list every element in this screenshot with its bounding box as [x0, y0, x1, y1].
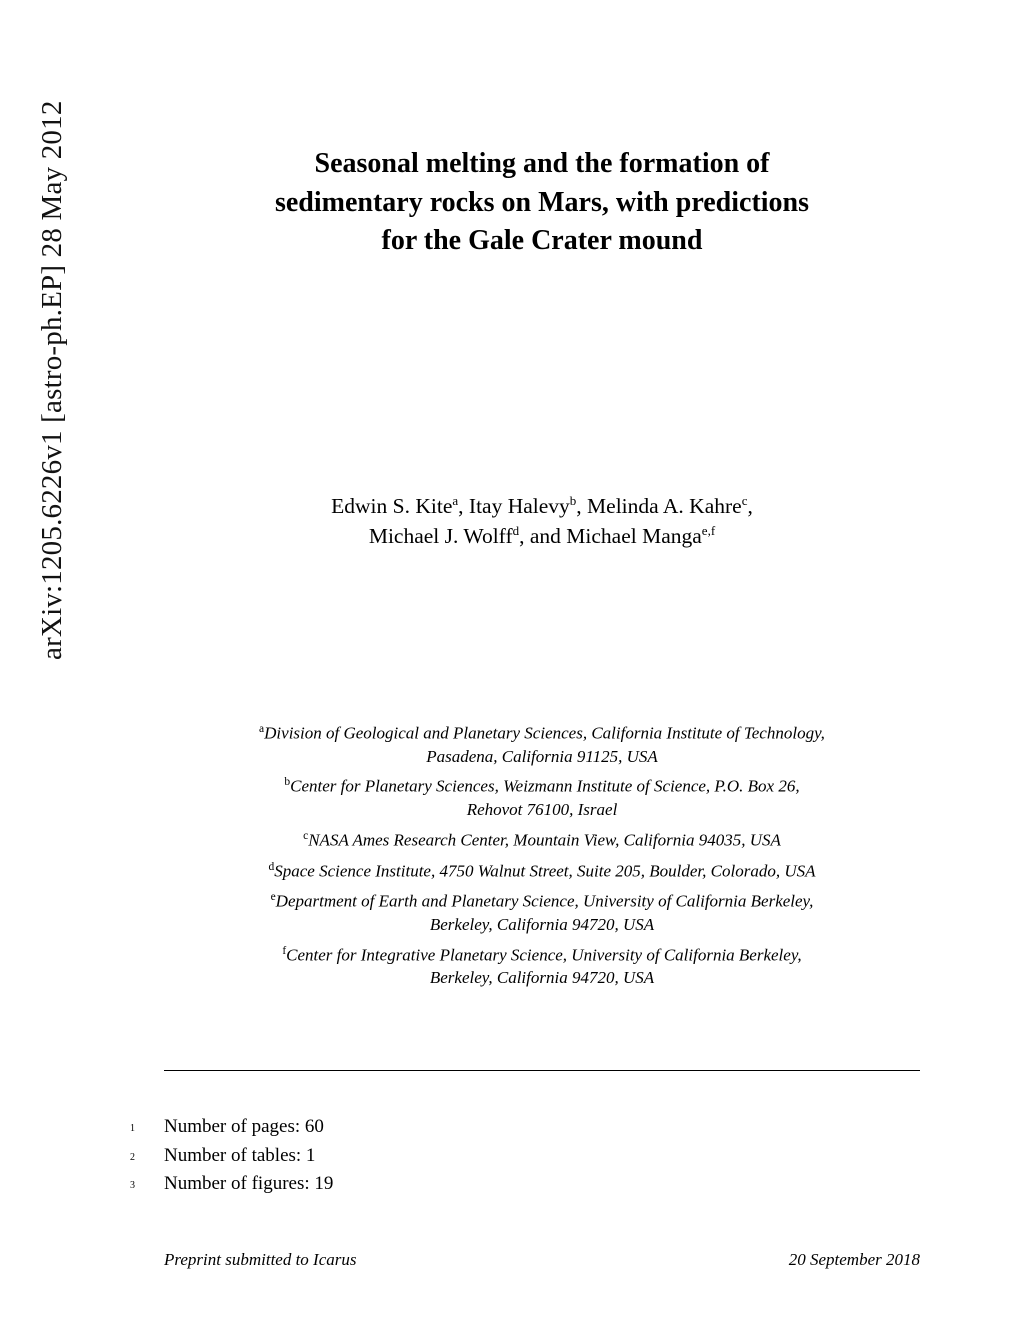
author-name: , Melinda A. Kahre [576, 494, 741, 518]
affiliations-block: aDivision of Geological and Planetary Sc… [164, 722, 920, 990]
affil-text: Berkeley, California 94720, USA [430, 915, 654, 934]
counts-block: 1 Number of pages: 60 2 Number of tables… [164, 1113, 920, 1199]
tables-count: Number of tables: 1 [164, 1145, 315, 1166]
affil-text: Division of Geological and Planetary Sci… [264, 724, 825, 743]
footer-date: 20 September 2018 [789, 1250, 920, 1270]
affil-text: Space Science Institute, 4750 Walnut Str… [274, 861, 815, 880]
affil-text: NASA Ames Research Center, Mountain View… [308, 831, 781, 850]
author-affil-sup: e,f [702, 523, 715, 538]
title-line: for the Gale Crater mound [382, 225, 703, 256]
author-sep: , [747, 494, 752, 518]
footer-journal: Preprint submitted to Icarus [164, 1250, 357, 1270]
line-number: 3 [130, 1178, 135, 1193]
figures-count: Number of figures: 19 [164, 1173, 333, 1194]
authors-block: Edwin S. Kitea, Itay Halevyb, Melinda A.… [164, 491, 920, 552]
line-number: 2 [130, 1150, 135, 1165]
title-line: Seasonal melting and the formation of [315, 148, 770, 179]
author-name: Edwin S. Kite [331, 494, 452, 518]
line-number: 1 [130, 1121, 135, 1136]
affiliation: bCenter for Planetary Sciences, Weizmann… [164, 775, 920, 822]
affiliation: aDivision of Geological and Planetary Sc… [164, 722, 920, 769]
affil-text: Center for Integrative Planetary Science… [286, 945, 802, 964]
count-line: 1 Number of pages: 60 [164, 1113, 920, 1142]
affil-text: Rehovot 76100, Israel [467, 800, 618, 819]
author-name: Michael J. Wolff [369, 524, 513, 548]
page-footer: Preprint submitted to Icarus 20 Septembe… [164, 1250, 920, 1270]
pages-count: Number of pages: 60 [164, 1116, 324, 1137]
affil-text: Department of Earth and Planetary Scienc… [276, 892, 814, 911]
page-content: Seasonal melting and the formation of se… [164, 145, 920, 1199]
paper-title: Seasonal melting and the formation of se… [164, 145, 920, 261]
affil-text: Berkeley, California 94720, USA [430, 968, 654, 987]
author-name: , and Michael Manga [519, 524, 702, 548]
title-line: sedimentary rocks on Mars, with predicti… [275, 187, 809, 218]
affil-text: Center for Planetary Sciences, Weizmann … [290, 777, 799, 796]
count-line: 2 Number of tables: 1 [164, 1142, 920, 1171]
affiliation: cNASA Ames Research Center, Mountain Vie… [164, 829, 920, 853]
arxiv-identifier: arXiv:1205.6226v1 [astro-ph.EP] 28 May 2… [36, 100, 69, 660]
count-line: 3 Number of figures: 19 [164, 1170, 920, 1199]
affil-text: Pasadena, California 91125, USA [426, 747, 658, 766]
section-divider [164, 1070, 920, 1071]
author-name: , Itay Halevy [458, 494, 570, 518]
affiliation: dSpace Science Institute, 4750 Walnut St… [164, 860, 920, 884]
affiliation: eDepartment of Earth and Planetary Scien… [164, 890, 920, 937]
affiliation: fCenter for Integrative Planetary Scienc… [164, 944, 920, 991]
